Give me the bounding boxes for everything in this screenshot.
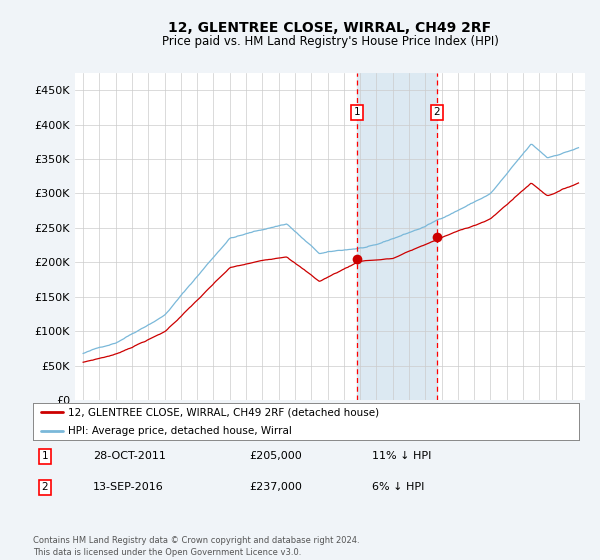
Text: 2: 2 [434, 107, 440, 117]
Text: Price paid vs. HM Land Registry's House Price Index (HPI): Price paid vs. HM Land Registry's House … [161, 35, 499, 49]
Text: 13-SEP-2016: 13-SEP-2016 [93, 482, 164, 492]
Text: 12, GLENTREE CLOSE, WIRRAL, CH49 2RF: 12, GLENTREE CLOSE, WIRRAL, CH49 2RF [169, 21, 491, 35]
Text: 28-OCT-2011: 28-OCT-2011 [93, 451, 166, 461]
Text: 12, GLENTREE CLOSE, WIRRAL, CH49 2RF (detached house): 12, GLENTREE CLOSE, WIRRAL, CH49 2RF (de… [68, 407, 380, 417]
Text: Contains HM Land Registry data © Crown copyright and database right 2024.
This d: Contains HM Land Registry data © Crown c… [33, 536, 359, 557]
Text: 1: 1 [354, 107, 361, 117]
Text: £205,000: £205,000 [249, 451, 302, 461]
Text: 2: 2 [41, 482, 49, 492]
Text: 11% ↓ HPI: 11% ↓ HPI [372, 451, 431, 461]
Text: 1: 1 [41, 451, 49, 461]
Text: HPI: Average price, detached house, Wirral: HPI: Average price, detached house, Wirr… [68, 426, 292, 436]
Text: 6% ↓ HPI: 6% ↓ HPI [372, 482, 424, 492]
Text: £237,000: £237,000 [249, 482, 302, 492]
Bar [358, 73, 437, 400]
